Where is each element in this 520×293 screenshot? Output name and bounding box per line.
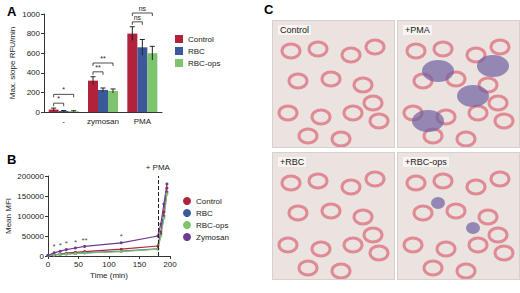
html-text:Control: Control bbox=[280, 25, 309, 35]
svg-text:RBC-ops: RBC-ops bbox=[196, 221, 228, 230]
svg-text:**: ** bbox=[100, 55, 106, 62]
svg-text:*: * bbox=[62, 86, 65, 93]
svg-text:-: - bbox=[62, 117, 65, 126]
svg-text:A: A bbox=[7, 4, 17, 19]
svg-text:150000: 150000 bbox=[17, 192, 44, 201]
svg-text:*: * bbox=[59, 241, 62, 250]
svg-text:RBC: RBC bbox=[188, 47, 205, 56]
svg-text:RBC-ops: RBC-ops bbox=[188, 59, 220, 68]
svg-text:0: 0 bbox=[40, 252, 45, 261]
svg-text:1000: 1000 bbox=[22, 10, 40, 19]
svg-text:*: * bbox=[53, 242, 56, 251]
svg-text:150: 150 bbox=[133, 260, 147, 269]
svg-text:Max. slope RFU/min: Max. slope RFU/min bbox=[8, 27, 17, 99]
html-text:+RBC: +RBC bbox=[280, 157, 305, 167]
svg-text:Mean MFI: Mean MFI bbox=[4, 198, 13, 234]
svg-text:Zymosan: Zymosan bbox=[196, 233, 229, 242]
svg-text:0: 0 bbox=[46, 260, 51, 269]
svg-text:50000: 50000 bbox=[22, 232, 45, 241]
svg-text:**: ** bbox=[81, 236, 87, 245]
svg-text:*: * bbox=[74, 238, 77, 247]
svg-text:400: 400 bbox=[27, 68, 41, 77]
svg-text:Time (min): Time (min) bbox=[90, 271, 128, 280]
svg-text:PMA: PMA bbox=[134, 117, 152, 126]
svg-text:50: 50 bbox=[74, 260, 83, 269]
svg-text:200: 200 bbox=[163, 260, 177, 269]
svg-text:Control: Control bbox=[188, 35, 214, 44]
html-text:C: C bbox=[264, 2, 274, 17]
svg-text:200000: 200000 bbox=[17, 172, 44, 181]
svg-text:600: 600 bbox=[27, 49, 41, 58]
svg-text:*: * bbox=[120, 232, 123, 241]
svg-text:B: B bbox=[7, 152, 16, 167]
svg-text:**: ** bbox=[95, 64, 101, 71]
svg-text:Control: Control bbox=[196, 197, 222, 206]
html-text:+PMA: +PMA bbox=[405, 25, 430, 35]
svg-text:ns: ns bbox=[134, 14, 142, 21]
svg-text:0: 0 bbox=[36, 108, 41, 117]
svg-text:100000: 100000 bbox=[17, 212, 44, 221]
svg-text:200: 200 bbox=[27, 88, 41, 97]
svg-text:*: * bbox=[65, 239, 68, 248]
svg-text:100: 100 bbox=[102, 260, 116, 269]
svg-text:800: 800 bbox=[27, 29, 41, 38]
svg-text:+ PMA: + PMA bbox=[146, 163, 171, 172]
svg-text:zymosan: zymosan bbox=[87, 117, 119, 126]
svg-text:*: * bbox=[57, 95, 60, 102]
svg-text:ns: ns bbox=[139, 5, 147, 12]
svg-text:RBC: RBC bbox=[196, 209, 213, 218]
html-text:+RBC-ops: +RBC-ops bbox=[405, 157, 447, 167]
